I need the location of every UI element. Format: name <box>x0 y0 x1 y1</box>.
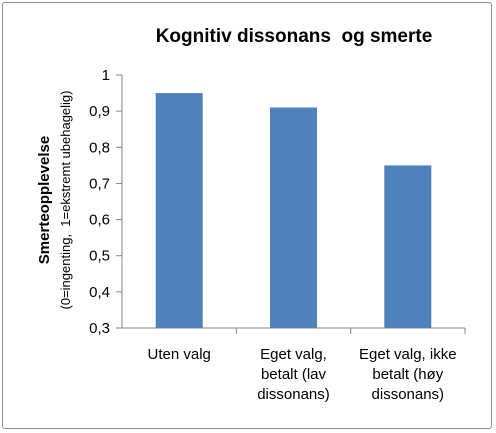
y-axis-label: Smerteopplevelse <box>36 136 53 264</box>
chart-title: Kognitiv dissonans og smerte <box>156 26 433 47</box>
plot-area: 0,3 0,4 0,5 0,6 0,7 0,8 0,9 1 Uten valg Eget valg… <box>89 67 466 403</box>
bar <box>155 93 203 328</box>
y-tick-label: 0,4 <box>89 284 110 301</box>
y-axis-sublabel: (0=ingenting, 1=ekstremt ubehagelig) <box>58 91 73 310</box>
y-tick-label: 0,8 <box>89 139 110 156</box>
x-category-label: Uten valg <box>148 346 211 363</box>
y-tick-label: 0,3 <box>89 320 110 337</box>
x-category-label: Eget valg, betalt (lav dissonans) <box>257 346 330 403</box>
y-tick-label: 0,6 <box>89 212 110 229</box>
y-tick-label: 0,7 <box>89 175 110 192</box>
bar <box>270 107 317 328</box>
y-tick-label: 0,9 <box>89 103 110 120</box>
bar <box>384 165 432 328</box>
x-category-label: Eget valg, ikke betalt (høy dissonans) <box>359 346 457 403</box>
y-tick-label: 1 <box>102 67 110 84</box>
y-tick-label: 0,5 <box>89 248 110 265</box>
